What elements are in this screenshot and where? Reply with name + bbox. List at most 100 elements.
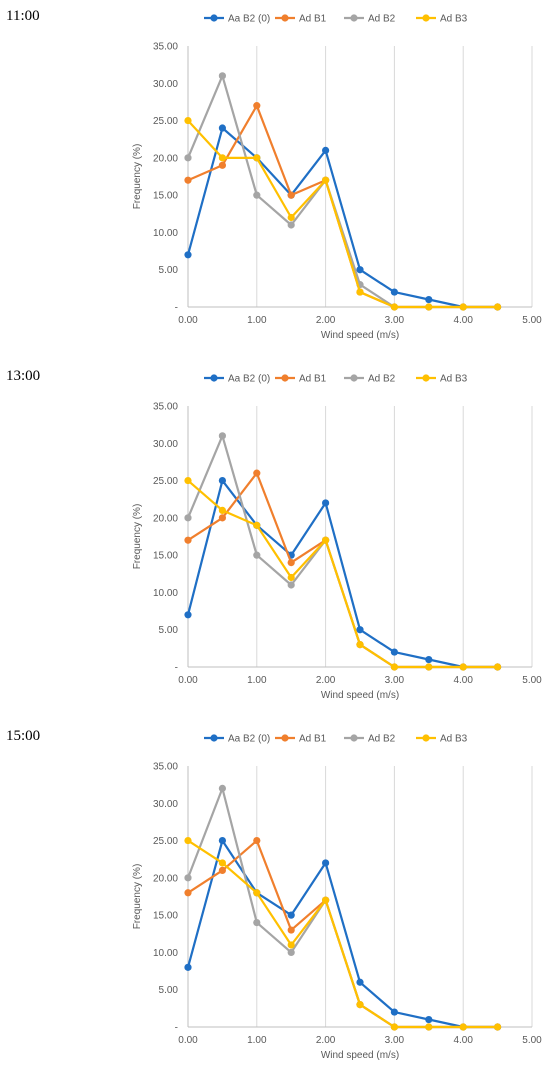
legend-label: Ad B3 <box>440 374 468 385</box>
legend-marker <box>281 734 289 742</box>
data-point <box>184 154 192 162</box>
data-point <box>287 581 295 589</box>
y-tick-label: 15.00 <box>153 551 178 562</box>
data-point <box>425 663 433 671</box>
legend-marker <box>422 14 430 22</box>
chart-panel-1100: 11:00 Aa B2 (0) Ad B1 Ad B2 Ad B3 0.00 1.00 2.… <box>0 0 550 356</box>
data-point <box>322 499 330 507</box>
x-axis-title: Wind speed (m/s) <box>321 330 399 341</box>
series-line <box>186 839 498 1029</box>
x-tick-label: 1.00 <box>247 1035 267 1046</box>
data-point <box>253 836 261 845</box>
series-line <box>186 434 498 669</box>
data-point <box>253 102 261 110</box>
time-label: 13:00 <box>6 368 41 384</box>
legend-marker <box>210 374 218 382</box>
data-point <box>459 1023 467 1031</box>
data-point <box>287 559 295 567</box>
data-point <box>184 116 192 125</box>
series-line <box>187 839 498 1029</box>
data-point <box>322 176 330 184</box>
data-point <box>218 836 226 845</box>
data-point <box>184 963 192 971</box>
data-point <box>253 551 261 559</box>
y-axis-title: Frequency (%) <box>132 144 143 210</box>
series-line <box>186 74 498 309</box>
data-point <box>425 655 433 664</box>
line-chart-1100: Aa B2 (0) Ad B1 Ad B2 Ad B3 0.00 1.00 2.00 3.00… <box>132 14 542 342</box>
x-tick-label: 4.00 <box>453 315 473 326</box>
data-point <box>287 573 295 582</box>
x-tick-label: 5.00 <box>522 675 542 686</box>
time-label: 15:00 <box>6 728 41 744</box>
x-tick-label: 3.00 <box>385 675 405 686</box>
legend-marker <box>350 734 358 742</box>
legend-label: Ad B1 <box>299 374 327 385</box>
data-point <box>425 1023 433 1031</box>
series-line <box>186 126 498 309</box>
y-tick-label: 25.00 <box>153 836 178 847</box>
data-point <box>356 288 364 296</box>
legend-marker <box>210 14 218 22</box>
data-point <box>253 154 261 162</box>
data-point <box>287 911 295 919</box>
data-point <box>494 303 502 311</box>
data-point <box>287 926 295 934</box>
legend-label: Aa B2 (0) <box>228 14 270 25</box>
x-tick-label: 0.00 <box>178 315 198 326</box>
data-point <box>218 506 226 514</box>
data-point <box>287 221 295 229</box>
data-point <box>356 978 364 986</box>
legend-marker <box>350 374 358 382</box>
legend-marker <box>422 374 430 382</box>
data-point <box>356 266 364 274</box>
legend-marker <box>422 734 430 742</box>
data-point <box>459 663 467 671</box>
data-point <box>218 432 226 440</box>
y-tick-label: 35.00 <box>153 42 178 53</box>
data-point <box>425 1015 433 1024</box>
data-point <box>356 1001 364 1009</box>
y-tick-label: 35.00 <box>153 762 178 773</box>
y-tick-label: 25.00 <box>153 116 178 127</box>
data-point <box>218 476 226 485</box>
data-point <box>253 469 261 477</box>
legend-label: Ad B2 <box>368 14 396 25</box>
data-point <box>322 536 330 544</box>
legend-label: Ad B2 <box>368 734 396 745</box>
data-point <box>322 859 330 867</box>
data-point <box>253 889 261 897</box>
data-point <box>218 72 226 80</box>
x-tick-label: 3.00 <box>385 1035 405 1046</box>
line-chart-1300: Aa B2 (0) Ad B1 Ad B2 Ad B3 0.00 1.00 2.00 3.00… <box>132 374 542 702</box>
legend-label: Ad B1 <box>299 734 327 745</box>
y-tick-label: 10.00 <box>153 588 178 599</box>
data-point <box>425 303 433 311</box>
data-point <box>218 154 226 162</box>
x-tick-label: 0.00 <box>178 1035 198 1046</box>
legend-marker <box>210 734 218 742</box>
data-point <box>390 663 398 671</box>
y-tick-label: 30.00 <box>153 799 178 810</box>
y-tick-label: 20.00 <box>153 513 178 524</box>
y-tick-label: 20.00 <box>153 873 178 884</box>
y-tick-label: 5.00 <box>159 265 179 276</box>
data-point <box>184 836 192 845</box>
x-tick-label: 4.00 <box>453 1035 473 1046</box>
data-point <box>322 146 330 154</box>
y-tick-label: 10.00 <box>153 948 178 959</box>
data-point <box>322 896 330 904</box>
data-point <box>425 295 433 304</box>
data-point <box>184 176 192 184</box>
data-point <box>390 1008 398 1016</box>
data-point <box>494 1023 502 1031</box>
x-tick-label: 1.00 <box>247 675 267 686</box>
data-point <box>218 859 226 867</box>
data-point <box>287 213 295 222</box>
y-tick-label: 5.00 <box>159 985 179 996</box>
data-point <box>287 948 295 957</box>
x-tick-label: 5.00 <box>522 1035 542 1046</box>
x-tick-label: 4.00 <box>453 675 473 686</box>
chart-panel-1300: 13:00 Aa B2 (0) Ad B1 Ad B2 Ad B3 0.00 1.00 2.… <box>0 360 550 716</box>
x-tick-label: 2.00 <box>316 1035 336 1046</box>
